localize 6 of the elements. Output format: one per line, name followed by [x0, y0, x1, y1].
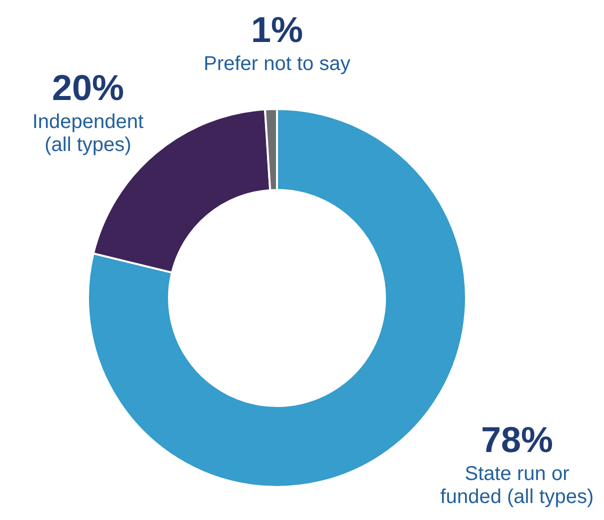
- data-label: 20%: [52, 67, 124, 108]
- data-label: 78%: [480, 419, 554, 460]
- data-label: 1%: [250, 9, 304, 50]
- slice-label: Prefer not to say: [204, 53, 350, 75]
- slice-label: State run or funded (all types): [440, 463, 594, 508]
- slice-label: Independent (all types): [32, 111, 144, 156]
